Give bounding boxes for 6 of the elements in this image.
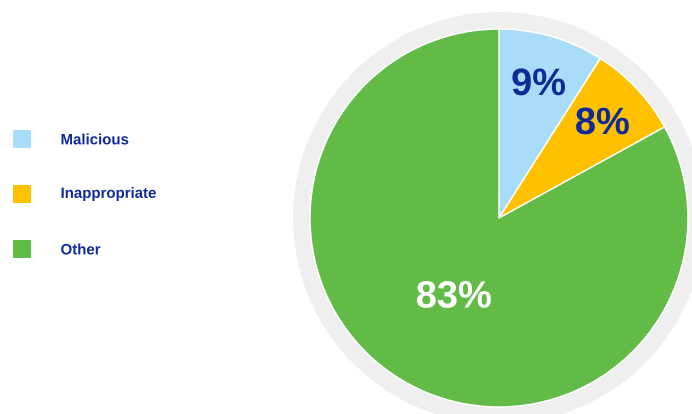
legend-label: Malicious [62, 133, 128, 144]
data-label: 83% [416, 280, 491, 308]
data-label: 9% [512, 68, 566, 96]
legend-label: Inappropriate [62, 187, 156, 201]
legend-label: Other [61, 243, 100, 254]
data-label: 8% [576, 108, 629, 134]
